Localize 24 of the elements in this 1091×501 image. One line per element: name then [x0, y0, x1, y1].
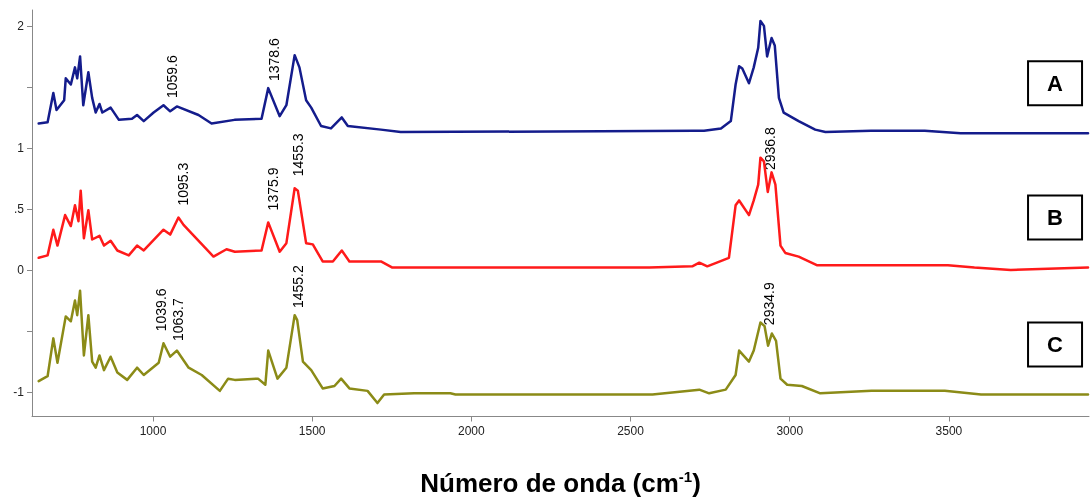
y-tick-label: -1	[13, 385, 25, 400]
annotation: 1095.3	[175, 162, 192, 206]
x-tick-label: 1500	[298, 423, 326, 438]
x-tick-label: 2000	[458, 423, 486, 438]
x-tick-label: 2500	[617, 423, 645, 438]
y-tick-label: 2	[17, 18, 25, 33]
x-tick-label: 3000	[776, 423, 804, 438]
series-label: C	[1047, 332, 1064, 358]
annotation: 1375.9	[264, 167, 281, 211]
annotation: 2936.8	[761, 127, 778, 171]
annotation: 1039.6	[152, 288, 169, 332]
annotation: 1059.6	[163, 55, 180, 99]
y-tick-label: 1	[17, 140, 25, 155]
y-tick-label: .5	[13, 201, 25, 216]
series-label: A	[1047, 70, 1064, 96]
annotation: 1378.6	[265, 37, 282, 82]
x-tick-label: 3500	[935, 423, 963, 438]
annotation: 2934.9	[761, 282, 777, 326]
annotation: 1455.2	[289, 265, 306, 309]
annotation: 1455.3	[289, 133, 306, 177]
y-tick-label: 0	[17, 263, 25, 278]
series-label: B	[1047, 205, 1063, 231]
x-tick-label: 1000	[139, 423, 167, 438]
annotation: 1063.7	[169, 297, 186, 342]
